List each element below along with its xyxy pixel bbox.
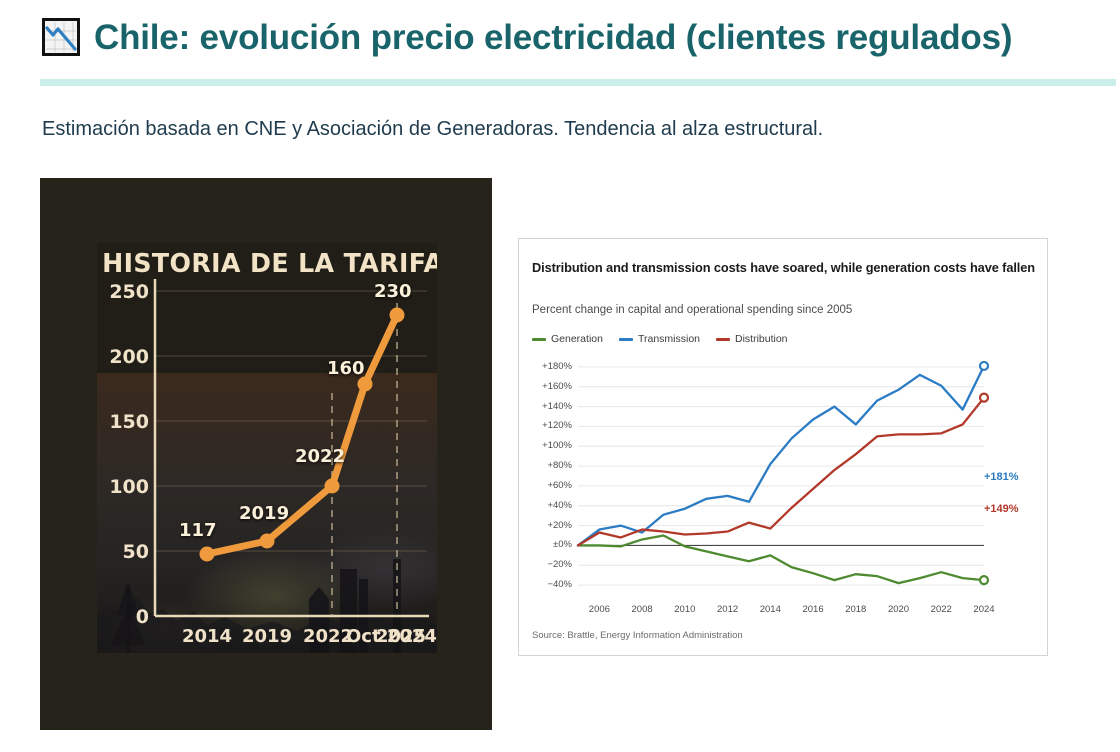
bt1-xtick-2019: 2019	[241, 626, 293, 647]
bt1-ytick-50: 50	[122, 541, 149, 563]
rc-xtick-2010: 2010	[674, 604, 696, 615]
bt1-ytick-0: 0	[135, 606, 149, 628]
rc-endpoint-generation	[978, 575, 990, 586]
page-title: Chile: evolución precio electricidad (cl…	[94, 17, 1013, 57]
legend-item-transmission[interactable]: Transmission	[618, 333, 700, 345]
rc-xtick-2012: 2012	[717, 604, 739, 615]
legend-item-generation[interactable]: Generation	[532, 333, 603, 345]
legend-item-distribution[interactable]: Distribution	[716, 333, 788, 345]
bt1-point-label-117: 117	[179, 520, 217, 541]
page-subtitle: Estimación basada en CNE y Asociación de…	[42, 118, 824, 140]
bt1-chart-title: HISTORIA DE LA TARIFA BT1	[102, 249, 437, 279]
legend-swatch-transmission	[618, 337, 633, 341]
legend-swatch-generation	[532, 337, 546, 341]
bt1-xtick-oct-2024: Oct 2024	[346, 626, 437, 647]
rc-x-axis-labels: 2006 2008 2010 2012 2014 2016 2018 2020 2022 2024	[532, 601, 1036, 623]
legend-label-generation: Generation	[551, 333, 603, 345]
rc-xtick-2022: 2022	[930, 604, 952, 615]
legend-label-distribution: Distribution	[735, 333, 788, 345]
bt1-tariff-chart: HISTORIA DE LA TARIFA BT1	[97, 243, 437, 653]
bt1-point-label-230: 230	[374, 281, 412, 302]
rc-xtick-2020: 2020	[887, 604, 910, 615]
bt1-point-label-2022: 2022	[295, 446, 346, 467]
rc-plot-svg	[576, 360, 990, 586]
bt1-ytick-200: 200	[109, 346, 149, 368]
rc-xtick-2018: 2018	[845, 604, 867, 615]
rc-chart-legend: Generation Transmission Distribution	[532, 333, 788, 345]
eia-cost-chart-card: Distribution and transmission costs have…	[518, 238, 1048, 656]
rc-chart-title: Distribution and transmission costs have…	[532, 260, 1036, 275]
rc-endlabel-transmission: +181%	[984, 470, 1019, 483]
legend-label-transmission: Transmission	[637, 333, 700, 345]
rc-series-distribution	[576, 396, 986, 547]
rc-endlabel-distribution: +149%	[984, 502, 1019, 515]
rc-endpoint-transmission	[978, 360, 990, 372]
rc-xtick-2014: 2014	[759, 604, 781, 615]
bt1-xtick-2025: 2025	[375, 626, 427, 647]
rc-xtick-2008: 2008	[631, 604, 653, 615]
rc-plot-area: +180% +160% +140% +120% +100% +80% +60% +40% +20…	[532, 351, 1036, 615]
rc-xtick-2024: 2024	[973, 604, 995, 615]
rc-series-generation	[576, 534, 986, 585]
rc-xtick-2006: 2006	[588, 604, 610, 615]
rc-source-note: Source: Brattle, Energy Information Admi…	[532, 630, 743, 641]
bt1-ytick-250: 250	[109, 281, 149, 303]
bt1-plot-svg	[153, 279, 429, 618]
page-header: Chile: evolución precio electricidad (cl…	[0, 0, 1120, 140]
left-image-panel: HISTORIA DE LA TARIFA BT1	[40, 178, 492, 730]
header-divider	[40, 79, 1116, 86]
legend-swatch-distribution	[716, 337, 730, 341]
title-row: Chile: evolución precio electricidad (cl…	[42, 18, 1012, 56]
rc-endpoint-distribution	[978, 392, 990, 403]
chart-decreasing-icon	[42, 18, 80, 56]
bt1-xtick-2014: 2014	[181, 626, 233, 647]
bt1-point-label-2019: 2019	[239, 503, 290, 524]
rc-xtick-2016: 2016	[802, 604, 824, 615]
bt1-xtick-2022: 2022	[302, 626, 354, 647]
bt1-ytick-100: 100	[109, 476, 149, 498]
rc-chart-subtitle: Percent change in capital and operationa…	[532, 304, 853, 316]
bt1-ytick-150: 150	[109, 411, 149, 433]
bt1-point-label-160: 160	[327, 358, 365, 379]
